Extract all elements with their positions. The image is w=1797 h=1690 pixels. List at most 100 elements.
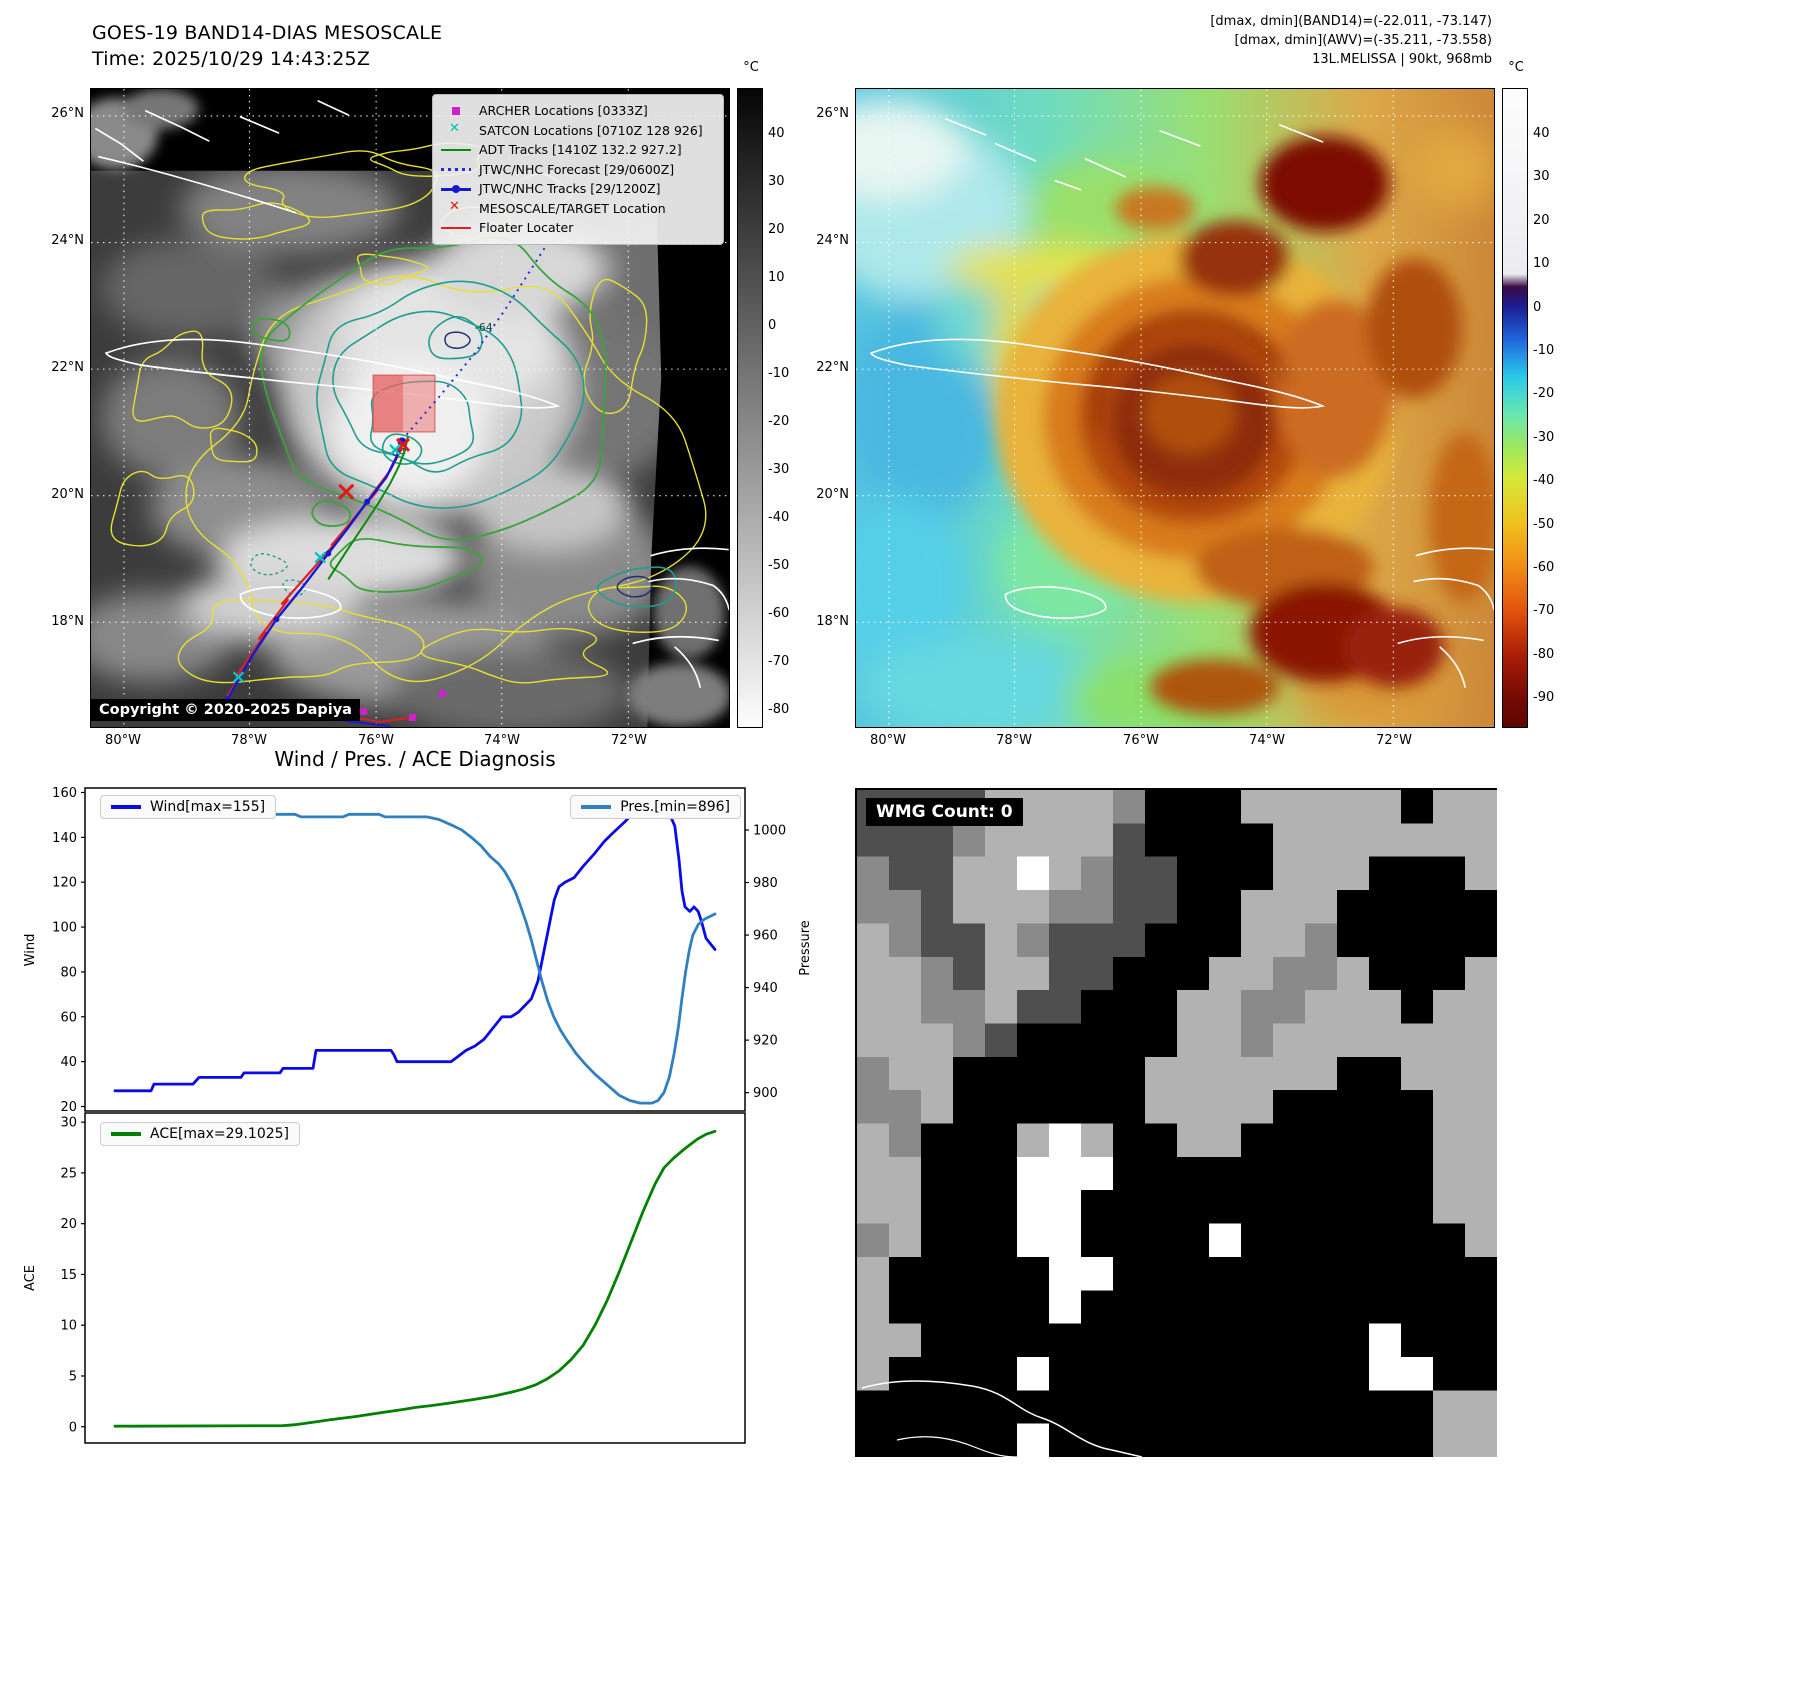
wmg-cell bbox=[857, 1056, 890, 1091]
wmg-cell bbox=[1241, 1356, 1274, 1391]
pressure-legend: Pres.[min=896] bbox=[570, 795, 741, 819]
contour bbox=[420, 627, 609, 684]
coastline bbox=[1278, 124, 1324, 143]
wmg-cell bbox=[1273, 1323, 1306, 1358]
wmg-cell bbox=[1465, 1356, 1498, 1391]
wind-pressure-chart: 160 140 120 100 80 60 40 20 1000 980 960 940 920 900 W… bbox=[23, 786, 813, 1112]
legend-item-label: Floater Locater bbox=[479, 220, 574, 236]
wmg-cell bbox=[1145, 1223, 1178, 1258]
x-marker bbox=[338, 483, 355, 500]
archer-marker bbox=[360, 708, 368, 716]
wmg-cell bbox=[1177, 1356, 1210, 1391]
archer-marker bbox=[409, 714, 416, 722]
wmg-cell bbox=[1081, 1223, 1114, 1258]
wmg-cell bbox=[953, 956, 986, 991]
lon-label: 80°W bbox=[105, 733, 141, 748]
wmg-cell bbox=[1113, 823, 1146, 858]
wmg-cell bbox=[1017, 823, 1050, 858]
colorbar-tick: -40 bbox=[768, 510, 790, 525]
wmg-cell bbox=[889, 1190, 922, 1224]
wmg-cell bbox=[953, 1223, 986, 1258]
wmg-cell bbox=[1337, 1323, 1370, 1358]
wmg-cell bbox=[921, 1256, 954, 1291]
coastline bbox=[1439, 646, 1466, 688]
dmax-dmin-band14: [dmax, dmin](BAND14)=(-22.011, -73.147) bbox=[1210, 14, 1492, 29]
wmg-cell bbox=[1369, 1090, 1402, 1124]
wmg-cell bbox=[889, 1056, 922, 1091]
colorbar-tick: 40 bbox=[1533, 126, 1550, 141]
wmg-cell bbox=[1241, 1023, 1274, 1058]
wmg-cell bbox=[953, 1190, 986, 1224]
wmg-cell bbox=[1113, 1123, 1146, 1158]
wmg-cell bbox=[985, 1290, 1018, 1325]
spiral-bands bbox=[1093, 313, 1289, 497]
colorbar-tick: 40 bbox=[768, 126, 785, 141]
contour bbox=[616, 575, 653, 598]
wmg-cell bbox=[1369, 1190, 1402, 1224]
wmg-cell bbox=[1017, 1023, 1050, 1058]
wmg-cell bbox=[1401, 1156, 1434, 1191]
wmg-cell bbox=[1465, 823, 1498, 858]
contour-value-label: -64 bbox=[475, 321, 493, 334]
red-x-icon bbox=[441, 199, 471, 215]
wmg-cell bbox=[921, 1190, 954, 1224]
plot-border bbox=[84, 787, 746, 1112]
contour bbox=[132, 330, 233, 429]
wmg-cell bbox=[921, 1023, 954, 1058]
ellipse bbox=[180, 163, 401, 254]
tick-label: 80 bbox=[60, 965, 77, 980]
wmg-cell bbox=[1081, 1156, 1114, 1191]
wmg-cell bbox=[1401, 1123, 1434, 1158]
wmg-cell bbox=[1049, 1123, 1082, 1158]
ellipse bbox=[100, 358, 241, 478]
wmg-cell bbox=[1177, 1190, 1210, 1224]
wmg-cell bbox=[1305, 1323, 1338, 1358]
lon-label: 72°W bbox=[611, 733, 647, 748]
wmg-cell bbox=[1113, 1156, 1146, 1191]
coastline bbox=[104, 338, 561, 409]
wmg-cell bbox=[1241, 890, 1274, 924]
wmg-cell bbox=[1145, 823, 1178, 858]
colorbar-tick: -90 bbox=[1533, 690, 1555, 706]
wmg-cell bbox=[1049, 956, 1082, 991]
coastline bbox=[896, 1436, 1018, 1458]
wmg-cell bbox=[1369, 856, 1402, 891]
ellipse bbox=[1179, 220, 1290, 297]
ellipse bbox=[856, 497, 966, 678]
wmg-cell bbox=[1177, 1290, 1210, 1325]
tick-label: 1000 bbox=[753, 824, 786, 839]
wmg-cell bbox=[985, 923, 1018, 958]
wmg-cell bbox=[889, 890, 922, 924]
wmg-cell bbox=[1049, 856, 1082, 891]
colorbar-tick: -30 bbox=[768, 462, 790, 477]
wmg-cell bbox=[1433, 856, 1466, 891]
wmg-cell bbox=[1081, 1056, 1114, 1091]
wmg-cell bbox=[1209, 1223, 1242, 1258]
wmg-cell bbox=[1241, 790, 1274, 824]
wmg-cell bbox=[1017, 1156, 1050, 1191]
wmg-count-badge: WMG Count: 0 bbox=[866, 798, 1023, 826]
colorbar-tick: -50 bbox=[1533, 516, 1555, 532]
tick-label: 0 bbox=[69, 1420, 77, 1435]
wmg-cell bbox=[1145, 923, 1178, 958]
coastline bbox=[1084, 157, 1126, 178]
legend-item: SATCON Locations [0710Z 128 926] bbox=[441, 121, 715, 141]
wmg-cell bbox=[1145, 1390, 1178, 1425]
wmg-cell bbox=[1401, 1190, 1434, 1224]
wmg-cell bbox=[1401, 1223, 1434, 1258]
wmg-cell bbox=[1305, 1190, 1338, 1224]
jtwc-track bbox=[345, 720, 391, 727]
wmg-cell bbox=[1273, 923, 1306, 958]
wmg-cell bbox=[1113, 1390, 1146, 1425]
blue-dotted-icon bbox=[441, 162, 471, 176]
wmg-cell bbox=[985, 956, 1018, 991]
coastline bbox=[1054, 179, 1082, 191]
coastline bbox=[1413, 577, 1494, 611]
colorbar-tick: 10 bbox=[768, 270, 785, 285]
wmg-cell bbox=[1305, 1356, 1338, 1391]
wmg-cell bbox=[1209, 923, 1242, 958]
wmg-cell bbox=[1209, 1356, 1242, 1391]
wmg-cell bbox=[1177, 990, 1210, 1024]
wmg-cell bbox=[1273, 956, 1306, 991]
tick-label: 10 bbox=[60, 1319, 77, 1334]
